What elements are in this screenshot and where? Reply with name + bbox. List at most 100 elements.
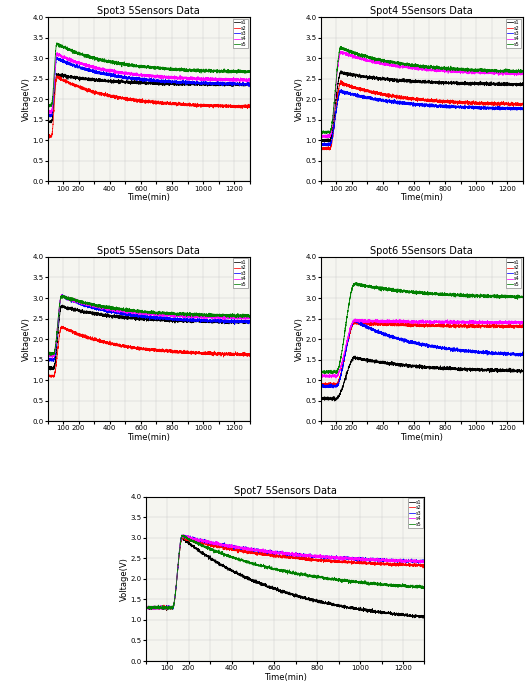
- s1: [262, 580, 268, 588]
- s1: [247, 319, 253, 327]
- s5: [175, 564, 181, 572]
- s2: [317, 145, 324, 153]
- s3: [338, 86, 344, 94]
- s3: [386, 555, 392, 563]
- s5: [404, 60, 410, 68]
- s3: [243, 81, 249, 89]
- s4: [333, 374, 339, 382]
- s3: [262, 549, 268, 557]
- X-axis label: Time(min): Time(min): [127, 193, 170, 202]
- s3: [330, 384, 336, 393]
- Line: s1: s1: [146, 536, 425, 619]
- Title: Spot5 5Sensors Data: Spot5 5Sensors Data: [97, 246, 200, 256]
- Line: s2: s2: [146, 536, 425, 610]
- s3: [324, 142, 331, 150]
- s4: [337, 47, 344, 55]
- s1: [341, 380, 347, 388]
- s4: [516, 70, 522, 78]
- Line: s1: s1: [48, 305, 250, 370]
- s5: [395, 288, 401, 296]
- s2: [68, 79, 74, 88]
- X-axis label: Time(min): Time(min): [400, 433, 443, 442]
- s4: [520, 69, 526, 77]
- s2: [131, 97, 137, 105]
- s2: [180, 532, 186, 540]
- s3: [341, 359, 347, 367]
- s2: [338, 76, 344, 84]
- s1: [122, 313, 128, 321]
- Line: s5: s5: [320, 282, 523, 374]
- s3: [421, 558, 428, 566]
- s1: [338, 66, 345, 75]
- Y-axis label: Voltage(V): Voltage(V): [120, 557, 129, 601]
- s3: [317, 382, 324, 390]
- s2: [494, 322, 500, 330]
- s1: [80, 308, 86, 316]
- s4: [395, 318, 401, 326]
- s1: [174, 566, 181, 575]
- s4: [353, 314, 359, 323]
- s3: [416, 557, 422, 565]
- s2: [221, 102, 227, 110]
- s2: [54, 71, 60, 79]
- s3: [520, 350, 526, 358]
- s5: [317, 127, 324, 136]
- Legend: s1, s2, s3, s4, s5: s1, s2, s3, s4, s5: [233, 258, 248, 288]
- s2: [80, 86, 86, 94]
- s5: [341, 336, 347, 344]
- s2: [404, 95, 410, 103]
- s2: [163, 606, 169, 614]
- s2: [326, 146, 333, 154]
- Y-axis label: Voltage(V): Voltage(V): [22, 317, 31, 361]
- s4: [243, 77, 249, 85]
- s3: [44, 112, 51, 120]
- s2: [44, 372, 51, 380]
- s4: [494, 318, 500, 326]
- s2: [247, 351, 253, 360]
- s2: [395, 321, 401, 329]
- s5: [221, 311, 227, 319]
- s5: [191, 538, 197, 546]
- s3: [520, 105, 526, 114]
- s3: [59, 290, 65, 299]
- Title: Spot6 5Sensors Data: Spot6 5Sensors Data: [370, 246, 473, 256]
- s4: [131, 307, 137, 315]
- s3: [353, 316, 359, 324]
- Line: s3: s3: [48, 57, 250, 118]
- s1: [317, 393, 324, 401]
- s1: [520, 80, 526, 88]
- s3: [494, 104, 500, 112]
- s1: [395, 360, 401, 369]
- s4: [191, 535, 197, 543]
- s2: [404, 322, 410, 330]
- s3: [317, 140, 324, 149]
- s5: [80, 51, 86, 59]
- s1: [243, 318, 249, 326]
- Title: Spot4 5Sensors Data: Spot4 5Sensors Data: [370, 6, 473, 16]
- s2: [122, 342, 128, 351]
- s3: [165, 605, 171, 613]
- s5: [54, 39, 60, 47]
- Line: s3: s3: [48, 295, 250, 362]
- s4: [180, 530, 186, 538]
- s4: [122, 68, 128, 76]
- s3: [53, 53, 60, 61]
- s4: [317, 131, 324, 139]
- s5: [520, 293, 526, 301]
- s5: [59, 291, 65, 299]
- s1: [45, 119, 52, 127]
- s2: [341, 358, 347, 366]
- s5: [122, 306, 128, 314]
- s2: [421, 560, 428, 569]
- s3: [243, 317, 249, 325]
- Line: s5: s5: [146, 535, 425, 610]
- Title: Spot3 5Sensors Data: Spot3 5Sensors Data: [97, 6, 200, 16]
- s2: [262, 551, 268, 560]
- s4: [516, 318, 522, 326]
- s1: [68, 304, 74, 312]
- s3: [404, 336, 410, 344]
- s4: [520, 318, 526, 326]
- Line: s2: s2: [48, 75, 250, 138]
- s2: [247, 103, 253, 111]
- Line: s4: s4: [48, 52, 250, 114]
